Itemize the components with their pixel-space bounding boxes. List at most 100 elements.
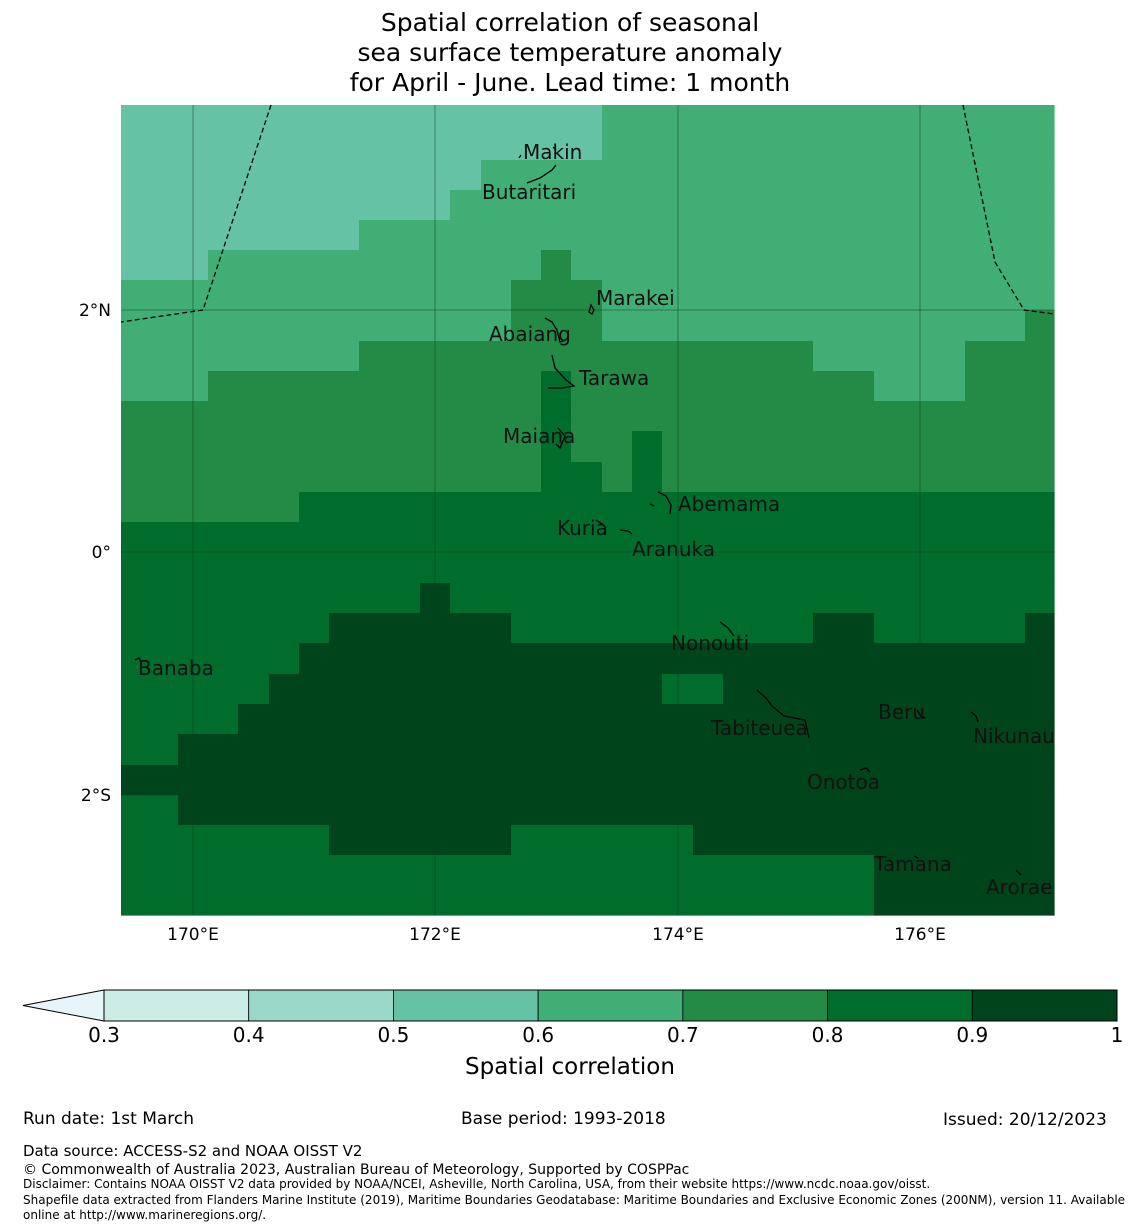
map-cell bbox=[693, 280, 724, 311]
map-cell bbox=[121, 401, 149, 432]
map-cell bbox=[693, 401, 724, 432]
map-cell bbox=[965, 674, 996, 705]
map-cell bbox=[813, 105, 845, 131]
map-cell bbox=[632, 250, 663, 281]
map-cell bbox=[390, 643, 421, 675]
map-cell bbox=[208, 310, 239, 342]
map-cell bbox=[995, 855, 1026, 887]
map-cell bbox=[269, 130, 300, 161]
map-cell bbox=[329, 250, 360, 281]
map-cell bbox=[874, 371, 905, 402]
map-cell bbox=[602, 280, 633, 311]
map-cell bbox=[693, 643, 724, 675]
map-cell bbox=[238, 855, 270, 887]
map-cell bbox=[813, 462, 845, 493]
map-cell bbox=[753, 250, 784, 281]
map-cell bbox=[632, 674, 663, 705]
place-label: Marakei bbox=[596, 286, 675, 310]
map-cell bbox=[329, 371, 360, 402]
map-cell bbox=[935, 130, 966, 161]
map-cell bbox=[632, 431, 663, 463]
place-label: Abemama bbox=[678, 492, 780, 516]
place-label: Aranuka bbox=[632, 537, 715, 561]
map-cell bbox=[693, 825, 724, 856]
map-cell bbox=[450, 220, 482, 251]
colorbar-tick-label: 0.8 bbox=[811, 1023, 844, 1047]
map-cell bbox=[844, 160, 875, 191]
longitude-label: 170°E bbox=[167, 925, 219, 945]
map-cell bbox=[783, 250, 814, 281]
map-cell bbox=[813, 310, 845, 342]
map-cell bbox=[541, 371, 572, 402]
map-cell bbox=[238, 734, 270, 766]
place-label: Makin bbox=[523, 140, 582, 164]
map-cell bbox=[121, 734, 149, 766]
map-cell bbox=[965, 613, 996, 644]
title-line-1: Spatial correlation of seasonal bbox=[380, 8, 760, 37]
map-cell bbox=[753, 371, 784, 402]
map-cell bbox=[390, 250, 421, 281]
map-cell bbox=[813, 280, 845, 311]
map-cell bbox=[753, 674, 784, 705]
map-cell bbox=[541, 583, 572, 614]
map-cell bbox=[238, 643, 270, 675]
colorbar-tick-label: 0.6 bbox=[522, 1023, 555, 1047]
map-cell bbox=[935, 734, 966, 766]
map-cell bbox=[783, 855, 814, 887]
map-cell bbox=[632, 825, 663, 856]
map-cell bbox=[602, 552, 633, 584]
map-cell bbox=[481, 795, 512, 826]
longitude-label: 172°E bbox=[409, 925, 461, 945]
map-cell bbox=[511, 130, 542, 161]
map-cell bbox=[208, 886, 239, 916]
place-label: Banaba bbox=[138, 656, 214, 680]
longitude-label: 174°E bbox=[652, 925, 704, 945]
map-cell bbox=[238, 765, 270, 796]
colorbar-bin bbox=[682, 989, 828, 1022]
map-cell bbox=[753, 825, 784, 856]
map-cell bbox=[571, 886, 603, 916]
map-cell bbox=[813, 160, 845, 191]
map-cell bbox=[844, 190, 875, 221]
map-cell bbox=[844, 371, 875, 402]
map-cell bbox=[299, 855, 330, 887]
map-cell bbox=[450, 492, 482, 523]
map-cell bbox=[511, 220, 542, 251]
map-cell bbox=[965, 886, 996, 916]
island-shape bbox=[1015, 869, 1022, 876]
map-cell bbox=[299, 522, 330, 553]
map-cell bbox=[844, 552, 875, 584]
map-cell bbox=[208, 431, 239, 463]
map-cell bbox=[208, 552, 239, 584]
latitude-label: 0° bbox=[92, 543, 111, 563]
map-cell bbox=[844, 613, 875, 644]
map-cell bbox=[602, 583, 633, 614]
map-cell bbox=[995, 190, 1026, 221]
map-cell bbox=[390, 160, 421, 191]
map-cell bbox=[783, 371, 814, 402]
map-cell bbox=[693, 190, 724, 221]
map-cell bbox=[935, 280, 966, 311]
map-cell bbox=[481, 765, 512, 796]
map-cell bbox=[269, 825, 300, 856]
map-cell bbox=[753, 492, 784, 523]
map-cell bbox=[723, 341, 754, 372]
map-cell bbox=[359, 190, 391, 221]
map-cell bbox=[481, 462, 512, 493]
map-cell bbox=[813, 855, 845, 887]
map-cell bbox=[935, 341, 966, 372]
map-cell bbox=[844, 401, 875, 432]
base-period: Base period: 1993-2018 bbox=[461, 1109, 666, 1129]
map-cell bbox=[844, 130, 875, 161]
map-cell bbox=[844, 886, 875, 916]
map-cell bbox=[844, 583, 875, 614]
map-cell bbox=[208, 674, 239, 705]
map-cell bbox=[148, 492, 179, 523]
map-cell bbox=[299, 643, 330, 675]
map-cell bbox=[359, 734, 391, 766]
map-cell bbox=[571, 855, 603, 887]
map-cell bbox=[813, 522, 845, 553]
map-cell bbox=[995, 795, 1026, 826]
map-cell bbox=[148, 552, 179, 584]
map-cell bbox=[481, 886, 512, 916]
